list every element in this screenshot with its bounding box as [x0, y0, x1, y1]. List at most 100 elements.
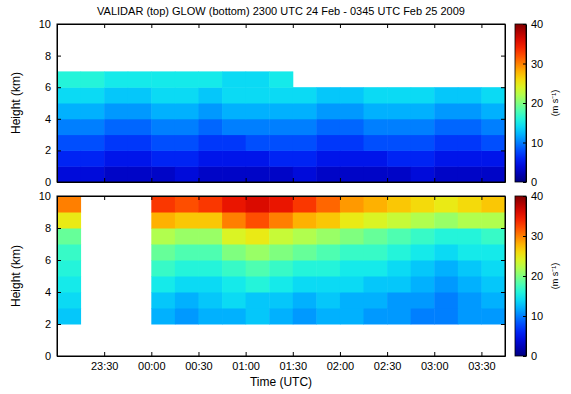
cell: [175, 166, 199, 182]
cell: [246, 166, 270, 182]
cell: [81, 119, 105, 135]
cell: [364, 119, 388, 135]
tick: 0: [523, 350, 537, 362]
cell: [222, 260, 246, 277]
cell: [364, 260, 388, 277]
tick: 00:00: [138, 352, 166, 372]
tick: [387, 178, 388, 182]
cell: [411, 308, 435, 325]
tick-label: 8: [45, 50, 51, 62]
tick-mark: [151, 24, 152, 28]
cell: [81, 135, 105, 151]
tick: [104, 196, 105, 200]
cell: [128, 119, 152, 135]
cell: [81, 166, 105, 182]
cell: [481, 276, 505, 293]
cell: [293, 119, 317, 135]
cell: [458, 276, 482, 293]
cell: [434, 196, 458, 213]
tick-mark: [293, 352, 294, 356]
cell: [340, 150, 364, 166]
cell: [246, 276, 270, 293]
tick-label: 23:30: [91, 360, 119, 372]
tick: [501, 260, 505, 261]
cell: [198, 196, 222, 213]
cell: [411, 119, 435, 135]
tick: 10: [523, 137, 543, 149]
cell: [222, 119, 246, 135]
tick-mark: [246, 196, 247, 200]
tick-mark: [57, 24, 61, 25]
tick-label: 02:00: [327, 360, 355, 372]
tick-label: 10: [531, 310, 543, 322]
tick-mark: [340, 196, 341, 200]
tick-mark: [523, 196, 526, 197]
tick: 10: [523, 310, 543, 322]
tick-mark: [501, 24, 505, 25]
cell: [387, 87, 411, 103]
tick-mark: [198, 352, 199, 356]
tick: [501, 196, 505, 197]
cell: [458, 87, 482, 103]
cell: [364, 135, 388, 151]
cell: [411, 228, 435, 245]
cell: [387, 260, 411, 277]
cell: [222, 150, 246, 166]
cell: [104, 119, 128, 135]
cell: [198, 308, 222, 325]
cell: [434, 292, 458, 309]
tick: 30: [523, 58, 543, 70]
cell: [411, 212, 435, 229]
cell: [316, 87, 340, 103]
cell: [246, 292, 270, 309]
cell: [128, 71, 152, 87]
tick: [481, 178, 482, 182]
tick: [340, 178, 341, 182]
cell: [57, 103, 81, 119]
cell: [434, 244, 458, 261]
tick-mark: [523, 182, 526, 183]
cell: [269, 228, 293, 245]
cell: [128, 87, 152, 103]
tick: 8: [45, 50, 61, 62]
tick: [501, 119, 505, 120]
tick: 4: [45, 113, 61, 125]
cell: [316, 119, 340, 135]
plot-frame: [57, 196, 505, 356]
cell: [246, 150, 270, 166]
cell: [293, 292, 317, 309]
tick-label: 2: [45, 144, 51, 156]
tick: [501, 87, 505, 88]
cell: [57, 212, 81, 229]
cell: [293, 135, 317, 151]
cell: [222, 71, 246, 87]
colorbar: [515, 24, 526, 182]
cell: [481, 87, 505, 103]
cell: [481, 260, 505, 277]
tick: [501, 356, 505, 357]
tick: [387, 196, 388, 200]
cell: [340, 276, 364, 293]
cell: [364, 103, 388, 119]
tick-label: 30: [531, 58, 543, 70]
cell: [222, 103, 246, 119]
tick-label: 0: [531, 176, 537, 188]
axis-line: [58, 182, 506, 183]
cell: [269, 119, 293, 135]
colorbar-label: (m s⁻¹): [550, 263, 560, 290]
cell: [151, 135, 175, 151]
tick-mark: [523, 356, 526, 357]
cell: [246, 87, 270, 103]
tick-mark: [481, 178, 482, 182]
tick-mark: [246, 24, 247, 28]
tick-label: 6: [45, 254, 51, 266]
cell: [434, 135, 458, 151]
tick-mark: [57, 150, 61, 151]
tick-label: 6: [45, 81, 51, 93]
tick-label: 01:30: [280, 360, 308, 372]
cell: [434, 166, 458, 182]
cell: [293, 103, 317, 119]
cell: [246, 119, 270, 135]
cell: [340, 103, 364, 119]
cell: [57, 292, 81, 309]
